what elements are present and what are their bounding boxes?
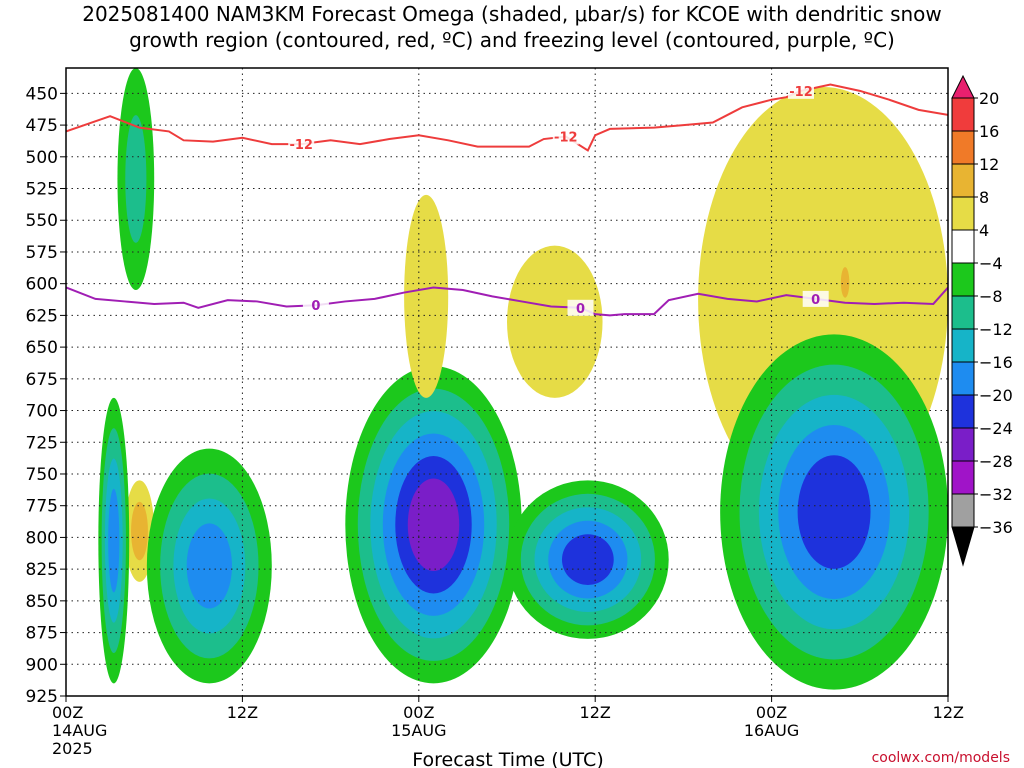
y-tick-label-550: 550 [26, 211, 58, 231]
y-axis: 450 475 500 525 550 575 600 625 650 675 700 725 750 7… [26, 84, 66, 707]
y-tick-label-850: 850 [26, 592, 58, 612]
contour-label-0-0: -12 [289, 138, 313, 153]
contour-label-bg-1-1 [567, 299, 594, 316]
x-tick-date-0: 14AUG [52, 721, 107, 740]
contour-label-1-2: 0 [811, 293, 820, 308]
x-tick-date-48: 16AUG [744, 721, 799, 740]
colorbar: 20 16 12 8 4 −4 −8 −12 −16 −20 −24 −28 −32 −36 [951, 74, 1013, 567]
colorbar-segment-12 [951, 493, 975, 528]
y-tick-label-500: 500 [26, 148, 58, 168]
x-tick-date-24: 15AUG [391, 721, 446, 740]
colorbar-segment-4 [951, 229, 975, 264]
omega-feature-4-level-5 [407, 478, 460, 571]
omega-feature-5-level-0 [404, 194, 449, 398]
omega-feature-2-level-3 [108, 488, 120, 593]
colorbar-label-0: 20 [979, 89, 999, 108]
omega-feature-7-level-4 [561, 534, 614, 585]
omega-feature-0-level-1 [125, 115, 147, 243]
plot-frame [65, 67, 949, 697]
y-tick-label-475: 475 [26, 116, 58, 136]
x-tick-label-60: 12Z [933, 703, 964, 722]
colorbar-label-7: −12 [979, 320, 1013, 339]
omega-feature-6-level-0 [507, 245, 603, 398]
chart-title-line-1: 2025081400 NAM3KM Forecast Omega (shaded… [82, 2, 942, 26]
omega-feature-10-level-4 [797, 455, 871, 569]
y-tick-label-675: 675 [26, 370, 58, 390]
y-tick-label-650: 650 [26, 338, 58, 358]
contour-label-bg-1-0 [302, 297, 329, 314]
contour-line-1 [66, 286, 948, 317]
colorbar-segment-6 [951, 295, 975, 330]
y-tick-label-875: 875 [26, 624, 58, 644]
colorbar-segment-3 [951, 196, 975, 231]
colorbar-label-13: −36 [979, 518, 1013, 537]
colorbar-label-12: −32 [979, 485, 1013, 504]
contour-lines: -12 -12 -12 0 0 0 [66, 82, 948, 317]
colorbar-segment-11 [951, 460, 975, 495]
gridlines [66, 68, 948, 697]
x-tick-year-0: 2025 [52, 739, 93, 758]
omega-shading [98, 68, 948, 690]
omega-feature-3-level-3 [186, 523, 232, 609]
y-tick-label-450: 450 [26, 84, 58, 104]
colorbar-bottom-arrow [951, 526, 975, 567]
colorbar-label-5: −4 [979, 254, 1003, 273]
y-tick-label-825: 825 [26, 560, 58, 580]
colorbar-label-3: 8 [979, 188, 989, 207]
y-tick-label-800: 800 [26, 528, 58, 548]
chart-title-line-2: growth region (contoured, red, ºC) and f… [129, 28, 895, 52]
omega-feature-1-level-1 [131, 501, 148, 561]
colorbar-segment-10 [951, 427, 975, 462]
colorbar-label-1: 16 [979, 122, 999, 141]
contour-label-1-0: 0 [311, 299, 320, 314]
colorbar-label-11: −28 [979, 452, 1013, 471]
contour-label-1-1: 0 [576, 302, 585, 317]
omega-feature-9-level-1 [840, 267, 850, 298]
contour-label-bg-1-2 [802, 290, 829, 307]
colorbar-segment-1 [951, 130, 975, 165]
y-tick-label-700: 700 [26, 402, 58, 422]
colorbar-label-2: 12 [979, 155, 999, 174]
colorbar-segment-2 [951, 163, 975, 198]
contour-label-bg-0-2 [788, 82, 814, 99]
x-axis-title: Forecast Time (UTC) [412, 749, 603, 768]
y-tick-label-750: 750 [26, 465, 58, 485]
colorbar-label-6: −8 [979, 287, 1003, 306]
colorbar-segment-7 [951, 328, 975, 363]
colorbar-top-arrow [951, 74, 975, 99]
contour-label-0-1: -12 [554, 131, 578, 146]
x-tick-label-48: 00Z [756, 703, 787, 722]
y-tick-label-600: 600 [26, 275, 58, 295]
x-tick-label-0: 00Z [52, 703, 83, 722]
x-tick-label-36: 12Z [580, 703, 611, 722]
y-tick-label-925: 925 [26, 687, 58, 707]
contour-label-bg-0-1 [552, 128, 579, 145]
colorbar-segment-8 [951, 361, 975, 396]
y-tick-label-625: 625 [26, 306, 58, 326]
colorbar-label-8: −16 [979, 353, 1013, 372]
colorbar-segment-0 [951, 97, 975, 132]
y-tick-label-575: 575 [26, 243, 58, 263]
y-tick-label-725: 725 [26, 433, 58, 453]
colorbar-segment-9 [951, 394, 975, 429]
colorbar-segment-5 [951, 262, 975, 297]
colorbar-label-9: −20 [979, 386, 1013, 405]
colorbar-label-4: 4 [979, 221, 989, 240]
x-tick-label-24: 00Z [403, 703, 434, 722]
y-tick-label-775: 775 [26, 497, 58, 517]
contour-label-0-2: -12 [789, 85, 813, 100]
y-tick-label-900: 900 [26, 655, 58, 675]
colorbar-label-10: −24 [979, 419, 1013, 438]
x-tick-label-12: 12Z [227, 703, 258, 722]
contour-label-bg-0-0 [288, 136, 315, 153]
y-tick-label-525: 525 [26, 180, 58, 200]
watermark: coolwx.com/models [871, 750, 1010, 766]
